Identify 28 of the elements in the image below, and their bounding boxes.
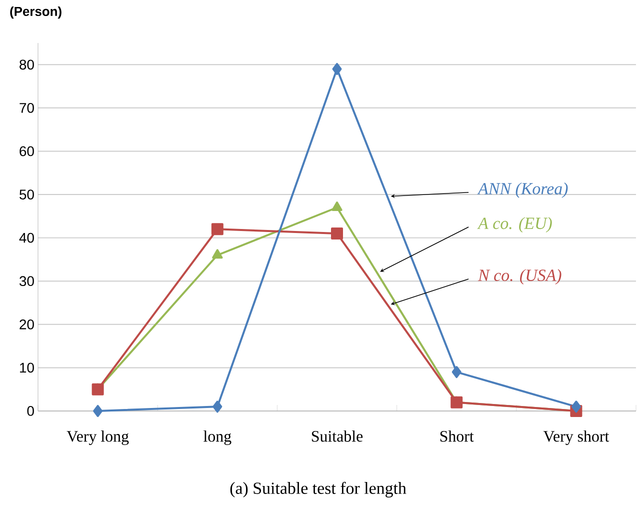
y-tick-label: 0	[27, 406, 34, 416]
y-tick-label: 50	[20, 190, 34, 200]
point	[450, 396, 463, 408]
text: N co. (USA)	[478, 269, 562, 284]
point	[452, 366, 462, 378]
point	[92, 383, 104, 396]
point	[332, 62, 342, 75]
point	[571, 400, 581, 413]
x-tick-label: Very short	[543, 430, 610, 446]
point	[93, 404, 103, 417]
x-tick-label: long	[204, 430, 232, 446]
point	[212, 400, 222, 413]
text: ANN (Korea)	[477, 182, 568, 198]
x-tick-label: Very long	[66, 430, 129, 446]
y-tick-label: 10	[20, 362, 34, 373]
point	[331, 227, 344, 240]
y-tick-label: 80	[20, 60, 34, 70]
y-tick-label: 40	[19, 232, 34, 243]
x-tick-label: Suitable	[312, 430, 363, 442]
y-axis-title: (Person)	[10, 6, 62, 19]
y-tick-label: 60	[20, 146, 34, 156]
point	[211, 223, 224, 236]
x-tick-label: Short	[440, 430, 474, 442]
y-tick-label: 70	[20, 102, 34, 113]
text: (a) Suitable test for length	[230, 482, 406, 498]
y-tick-label: 20	[20, 319, 34, 330]
y-tick-label: 30	[20, 276, 34, 286]
text: A co. (EU)	[477, 217, 552, 233]
